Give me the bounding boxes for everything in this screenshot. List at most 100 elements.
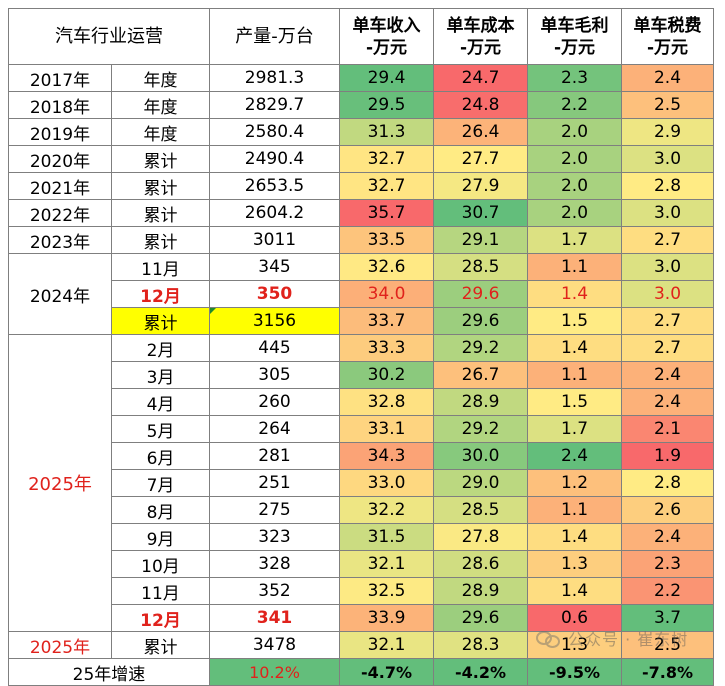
header-industry: 汽车行业运营 <box>8 8 210 65</box>
cell-year: 2020年 <box>8 145 112 173</box>
cell-rev: 33.1 <box>339 415 434 443</box>
growth-tax: -7.8% <box>621 658 714 686</box>
cell-year: 2025年 <box>8 334 112 632</box>
cell-period: 11月 <box>111 253 210 281</box>
header-tax: 单车税费 -万元 <box>621 8 714 65</box>
cell-rev: 32.7 <box>339 172 434 200</box>
cell-tax: 2.9 <box>621 118 714 146</box>
cell-cost: 29.6 <box>433 307 528 335</box>
cell-cost: 28.5 <box>433 253 528 281</box>
cell-margin: 1.5 <box>527 388 622 416</box>
cell-production: 305 <box>209 361 340 389</box>
table-row: 5月 264 33.1 29.2 1.7 2.1 <box>9 415 714 443</box>
cell-period: 年度 <box>111 64 210 92</box>
cell-margin: 2.4 <box>527 442 622 470</box>
cell-rev: 33.5 <box>339 226 434 254</box>
cell-tax: 3.0 <box>621 199 714 227</box>
cell-margin: 1.1 <box>527 361 622 389</box>
cell-production: 275 <box>209 496 340 524</box>
cell-rev: 32.6 <box>339 253 434 281</box>
cell-tax: 2.2 <box>621 577 714 605</box>
cell-tax: 2.8 <box>621 469 714 497</box>
cell-cost: 29.0 <box>433 469 528 497</box>
table-row: 11月 352 32.5 28.9 1.4 2.2 <box>9 577 714 605</box>
cell-production: 2829.7 <box>209 91 340 119</box>
cell-period: 年度 <box>111 118 210 146</box>
cell-production: 2981.3 <box>209 64 340 92</box>
cell-rev: 34.0 <box>339 280 434 308</box>
cell-margin: 1.4 <box>527 334 622 362</box>
cell-cost: 30.0 <box>433 442 528 470</box>
header-revenue: 单车收入 -万元 <box>339 8 434 65</box>
cell-period: 5月 <box>111 415 210 443</box>
cell-rev: 33.3 <box>339 334 434 362</box>
cell-year: 2021年 <box>8 172 112 200</box>
cell-margin: 1.1 <box>527 253 622 281</box>
cell-rev: 29.4 <box>339 64 434 92</box>
cell-tax: 3.0 <box>621 145 714 173</box>
cell-rev: 32.7 <box>339 145 434 173</box>
cell-production: 2604.2 <box>209 199 340 227</box>
cell-cost: 26.7 <box>433 361 528 389</box>
cell-period: 累计 <box>111 307 210 335</box>
cell-tax: 3.0 <box>621 280 714 308</box>
cell-production: 445 <box>209 334 340 362</box>
cell-year: 2017年 <box>8 64 112 92</box>
cell-period: 3月 <box>111 361 210 389</box>
cell-margin: 1.4 <box>527 280 622 308</box>
cell-cost: 30.7 <box>433 199 528 227</box>
cell-rev: 32.8 <box>339 388 434 416</box>
header-cost: 单车成本 -万元 <box>433 8 528 65</box>
cell-margin: 2.0 <box>527 118 622 146</box>
cell-rev: 35.7 <box>339 199 434 227</box>
table-row: 2025年 2月 445 33.3 29.2 1.4 2.7 <box>8 334 714 632</box>
table-row: 8月 275 32.2 28.5 1.1 2.6 <box>9 496 714 524</box>
cell-cost: 28.9 <box>433 388 528 416</box>
cell-period: 年度 <box>111 91 210 119</box>
cell-period: 累计 <box>111 145 210 173</box>
cell-production: 328 <box>209 550 340 578</box>
cell-cost: 26.4 <box>433 118 528 146</box>
cell-rev: 31.5 <box>339 523 434 551</box>
table-row: 9月 323 31.5 27.8 1.4 2.4 <box>9 523 714 551</box>
cell-production: 352 <box>209 577 340 605</box>
cell-year: 2018年 <box>8 91 112 119</box>
table-row: 12月 341 33.9 29.6 0.6 3.7 <box>9 604 714 632</box>
cell-period: 12月 <box>111 280 210 308</box>
cell-rev: 32.1 <box>339 631 434 659</box>
header-row: 汽车行业运营 产量-万台 单车收入 -万元 单车成本 -万元 单车毛利 -万元 … <box>8 8 714 65</box>
cell-cost: 28.3 <box>433 631 528 659</box>
cell-rev: 31.3 <box>339 118 434 146</box>
cell-cost: 24.8 <box>433 91 528 119</box>
cell-cost: 29.1 <box>433 226 528 254</box>
table-row: 4月 260 32.8 28.9 1.5 2.4 <box>9 388 714 416</box>
cell-margin: 2.0 <box>527 172 622 200</box>
cell-cost: 24.7 <box>433 64 528 92</box>
cell-period: 10月 <box>111 550 210 578</box>
cell-tax: 2.5 <box>621 91 714 119</box>
cell-production: 3156 <box>209 307 340 335</box>
cell-production: 350 <box>209 280 340 308</box>
cell-period: 累计 <box>111 172 210 200</box>
cell-margin: 1.3 <box>527 631 622 659</box>
cell-period: 累计 <box>111 631 210 659</box>
cell-margin: 1.3 <box>527 550 622 578</box>
table-row: 2017年 年度 2981.3 29.4 24.7 2.3 2.4 <box>8 64 714 92</box>
cell-tax: 2.4 <box>621 64 714 92</box>
cell-year: 2019年 <box>8 118 112 146</box>
cell-year: 2024年 <box>8 253 112 335</box>
cell-tax: 2.5 <box>621 631 714 659</box>
cell-margin: 1.4 <box>527 577 622 605</box>
cell-period: 7月 <box>111 469 210 497</box>
cell-cost: 28.9 <box>433 577 528 605</box>
cell-margin: 2.0 <box>527 199 622 227</box>
cell-production: 251 <box>209 469 340 497</box>
cell-tax: 2.7 <box>621 334 714 362</box>
growth-row: 25年增速 10.2% -4.7% -4.2% -9.5% -7.8% <box>8 658 714 686</box>
cell-margin: 1.5 <box>527 307 622 335</box>
cell-cost: 29.2 <box>433 415 528 443</box>
cell-production: 2653.5 <box>209 172 340 200</box>
table-row: 7月 251 33.0 29.0 1.2 2.8 <box>9 469 714 497</box>
cell-period: 11月 <box>111 577 210 605</box>
cell-period: 累计 <box>111 226 210 254</box>
